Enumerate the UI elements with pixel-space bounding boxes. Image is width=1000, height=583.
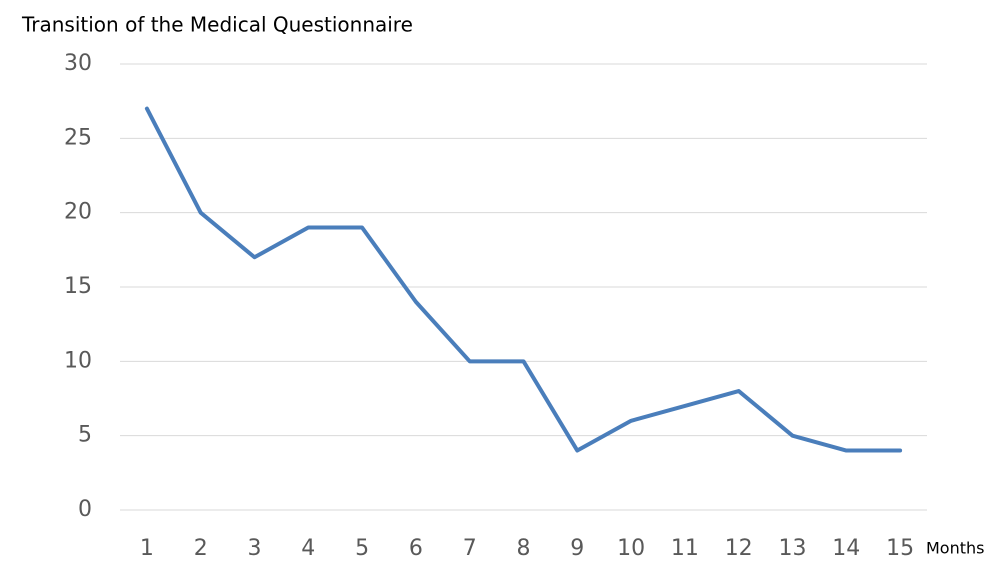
x-tick-label: 5 <box>355 536 369 561</box>
x-tick-label: 13 <box>779 536 807 561</box>
x-tick-label: 6 <box>409 536 423 561</box>
x-tick-label: 10 <box>617 536 645 561</box>
x-tick-label: 12 <box>725 536 753 561</box>
x-tick-label: 1 <box>140 536 154 561</box>
x-tick-label: 11 <box>671 536 699 561</box>
x-tick-label: 9 <box>570 536 584 561</box>
y-tick-label: 25 <box>64 125 92 150</box>
y-tick-label: 0 <box>78 497 92 522</box>
x-tick-label: 14 <box>832 536 860 561</box>
x-tick-label: 3 <box>248 536 262 561</box>
x-tick-label: 7 <box>463 536 477 561</box>
x-tick-label: 4 <box>301 536 315 561</box>
y-tick-label: 30 <box>64 51 92 76</box>
x-tick-label: 2 <box>194 536 208 561</box>
y-tick-label: 5 <box>78 423 92 448</box>
chart-title: Transition of the Medical Questionnaire <box>21 13 413 37</box>
y-tick-label: 10 <box>64 348 92 373</box>
y-tick-label: 20 <box>64 200 92 225</box>
x-axis-label: Months <box>926 539 984 558</box>
line-series <box>144 106 903 453</box>
y-tick-label: 15 <box>64 274 92 299</box>
x-tick-label: 8 <box>517 536 531 561</box>
x-tick-label: 15 <box>886 536 914 561</box>
